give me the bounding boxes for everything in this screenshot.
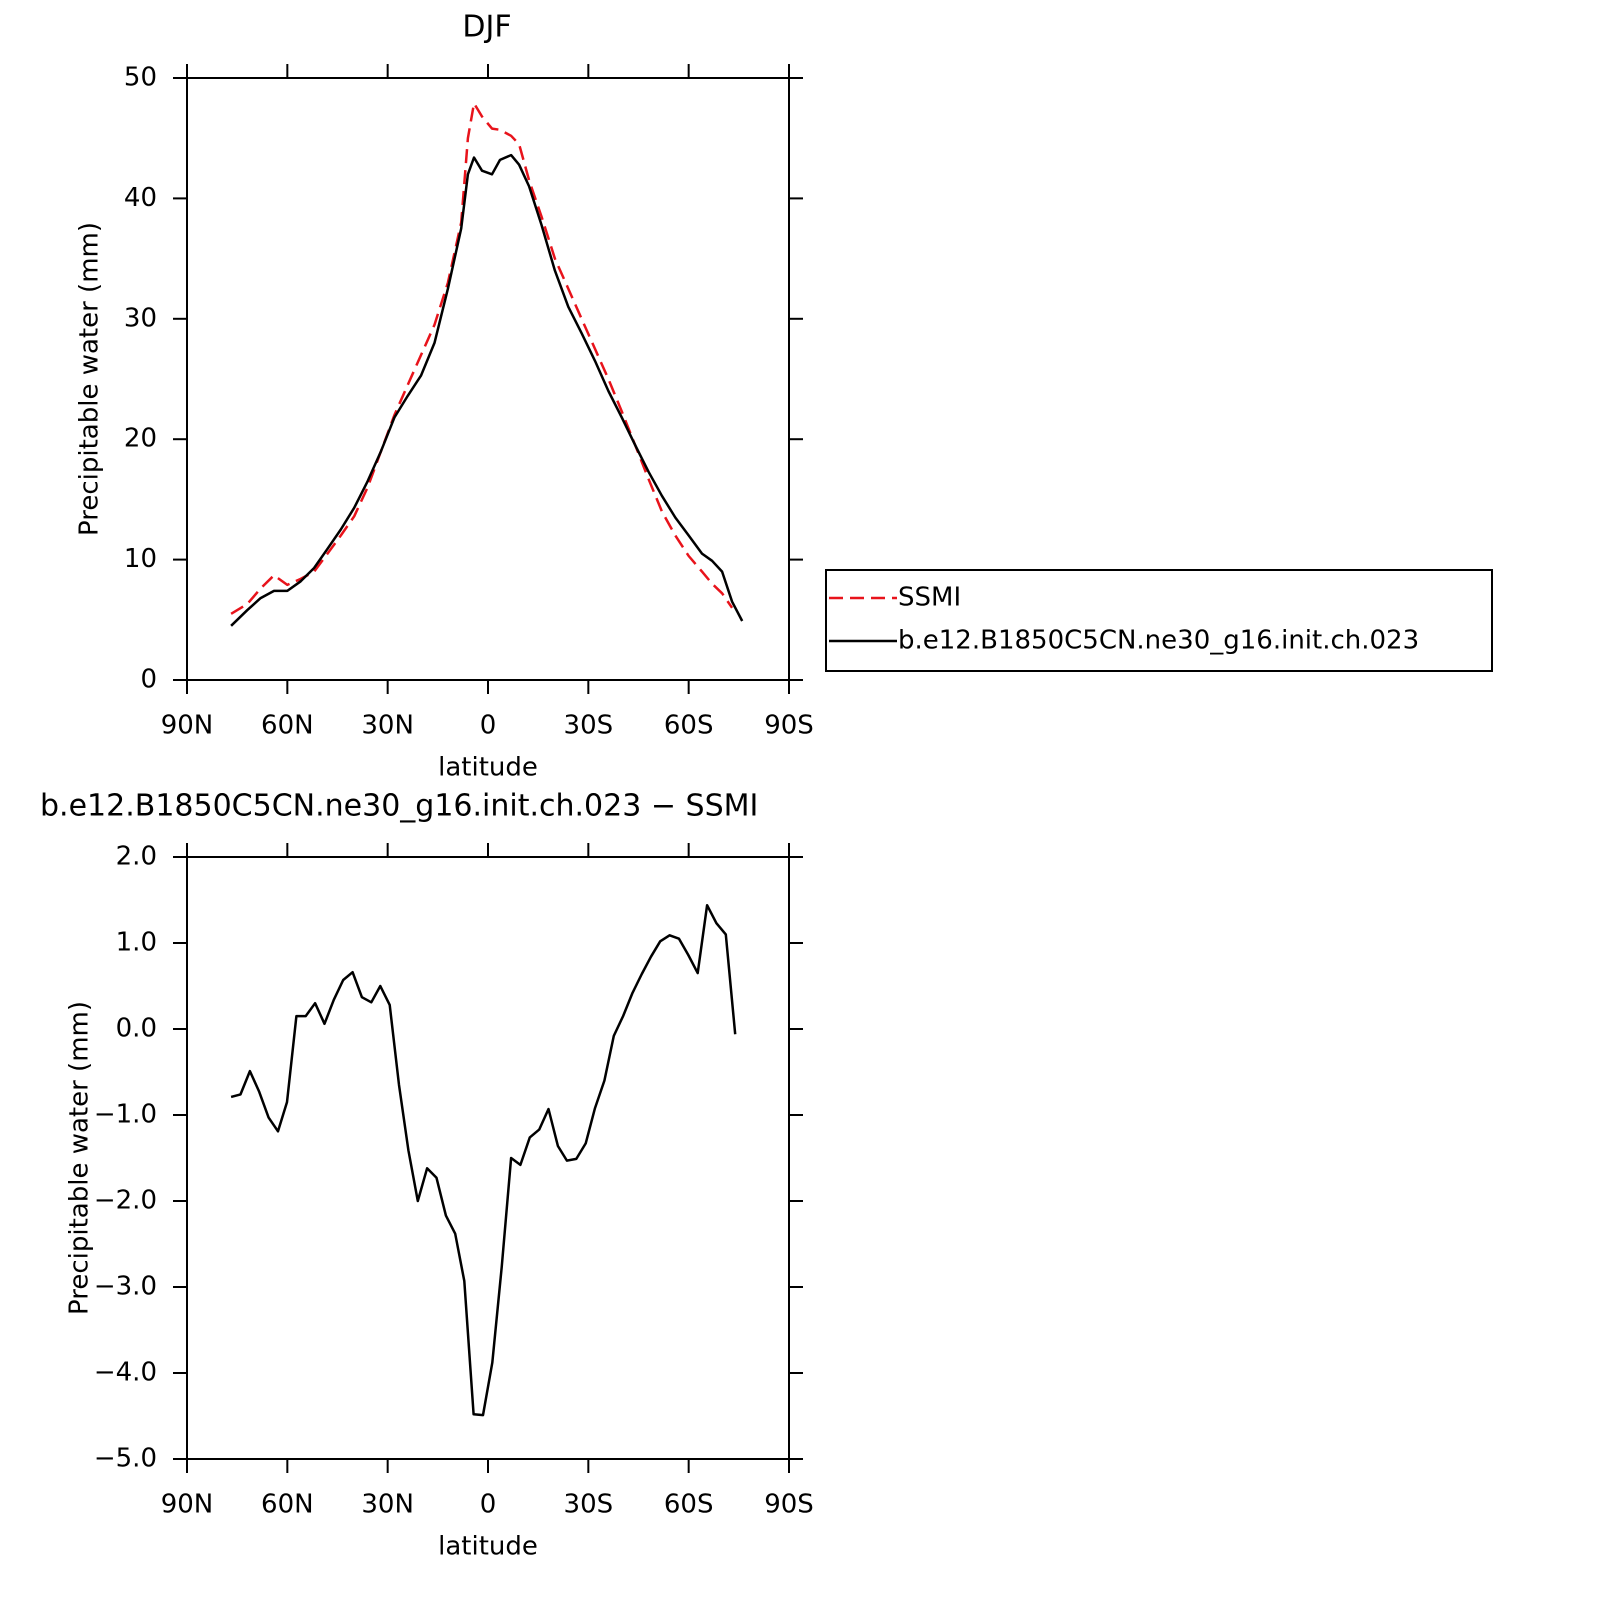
x-tick-label: 30S (564, 1490, 614, 1520)
y-tick-label: 2.0 (116, 842, 157, 872)
y-tick-label: 20 (124, 424, 157, 454)
y-tick-label: 0 (140, 665, 157, 695)
x-tick-label: 90N (161, 1490, 214, 1520)
x-tick-label: 60S (664, 1490, 714, 1520)
x-tick-label: 90S (764, 1490, 814, 1520)
y-tick-label: 30 (124, 303, 157, 333)
y-tick-label: −1.0 (94, 1100, 157, 1130)
x-tick-label: 90N (161, 711, 214, 741)
y-axis-label: Precipitable water (mm) (75, 222, 105, 536)
x-tick-label: 60N (261, 711, 314, 741)
legend-label: SSMI (898, 583, 961, 613)
plot-frame (186, 856, 790, 1460)
legend-label: b.e12.B1850C5CN.ne30_g16.init.ch.023 (898, 626, 1419, 656)
x-axis-label: latitude (438, 1532, 538, 1562)
y-tick-label: 10 (124, 544, 157, 574)
data-line (230, 102, 734, 615)
x-tick-label: 60S (664, 711, 714, 741)
y-tick-label: −4.0 (94, 1358, 157, 1388)
x-tick-label: 0 (480, 711, 497, 741)
x-axis-label: latitude (438, 753, 538, 783)
chart-title: b.e12.B1850C5CN.ne30_g16.init.ch.023 − S… (40, 789, 758, 824)
x-tick-label: 60N (261, 1490, 314, 1520)
y-axis-label: Precipitable water (mm) (65, 1001, 95, 1315)
y-tick-label: −3.0 (94, 1272, 157, 1302)
data-line (230, 903, 737, 1417)
chart-title: DJF (462, 10, 511, 45)
x-tick-label: 90S (764, 711, 814, 741)
y-tick-label: −5.0 (94, 1444, 157, 1474)
x-tick-label: 0 (480, 1490, 497, 1520)
x-tick-label: 30S (564, 711, 614, 741)
y-tick-label: 0.0 (116, 1014, 157, 1044)
data-line (230, 153, 744, 627)
y-tick-label: 1.0 (116, 928, 157, 958)
y-tick-label: 50 (124, 63, 157, 93)
legend-box (825, 569, 1493, 672)
x-tick-label: 30N (361, 1490, 414, 1520)
x-tick-label: 30N (361, 711, 414, 741)
y-tick-label: 40 (124, 183, 157, 213)
y-tick-label: −2.0 (94, 1186, 157, 1216)
